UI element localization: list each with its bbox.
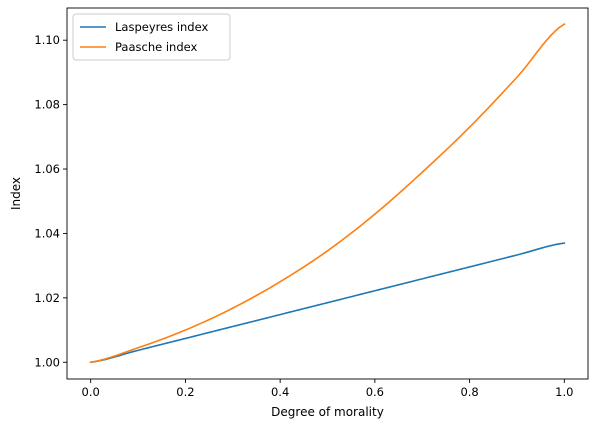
- y-tick-label: 1.06: [34, 162, 60, 176]
- y-axis-label: Index: [9, 177, 23, 210]
- y-tick-label: 1.00: [34, 355, 60, 369]
- legend-frame: [72, 13, 231, 61]
- legend-label-laspeyres: Laspeyres index: [115, 20, 208, 34]
- axes-frame: [66, 7, 589, 380]
- legend-label-paasche: Paasche index: [115, 40, 198, 54]
- plot-area: [67, 8, 588, 379]
- series-line-laspeyres: [89, 242, 566, 364]
- axes: [66, 7, 589, 380]
- y-tick-label: 1.10: [34, 33, 60, 47]
- x-tick-label: 0.2: [176, 385, 194, 399]
- x-tick-label: 0.0: [82, 385, 100, 399]
- y-tick-label: 1.02: [34, 291, 60, 305]
- ticks: 0.0 0.2 0.4 0.6 0.8 1.0 1.00 1.02 1.04 1.06 1.08 1.…: [34, 33, 573, 399]
- plot-background: [67, 8, 588, 379]
- series-line-paasche: [89, 22, 566, 364]
- legend: Laspeyres index Paasche index: [72, 13, 231, 61]
- x-axis-label: Degree of morality: [271, 405, 384, 419]
- y-tick-label: 1.04: [34, 226, 60, 240]
- series-lines: [89, 22, 566, 364]
- x-tick-label: 0.8: [460, 385, 478, 399]
- x-tick-label: 0.4: [271, 385, 289, 399]
- y-tick-label: 1.08: [34, 98, 60, 112]
- x-tick-label: 1.0: [555, 385, 573, 399]
- x-tick-label: 0.6: [366, 385, 384, 399]
